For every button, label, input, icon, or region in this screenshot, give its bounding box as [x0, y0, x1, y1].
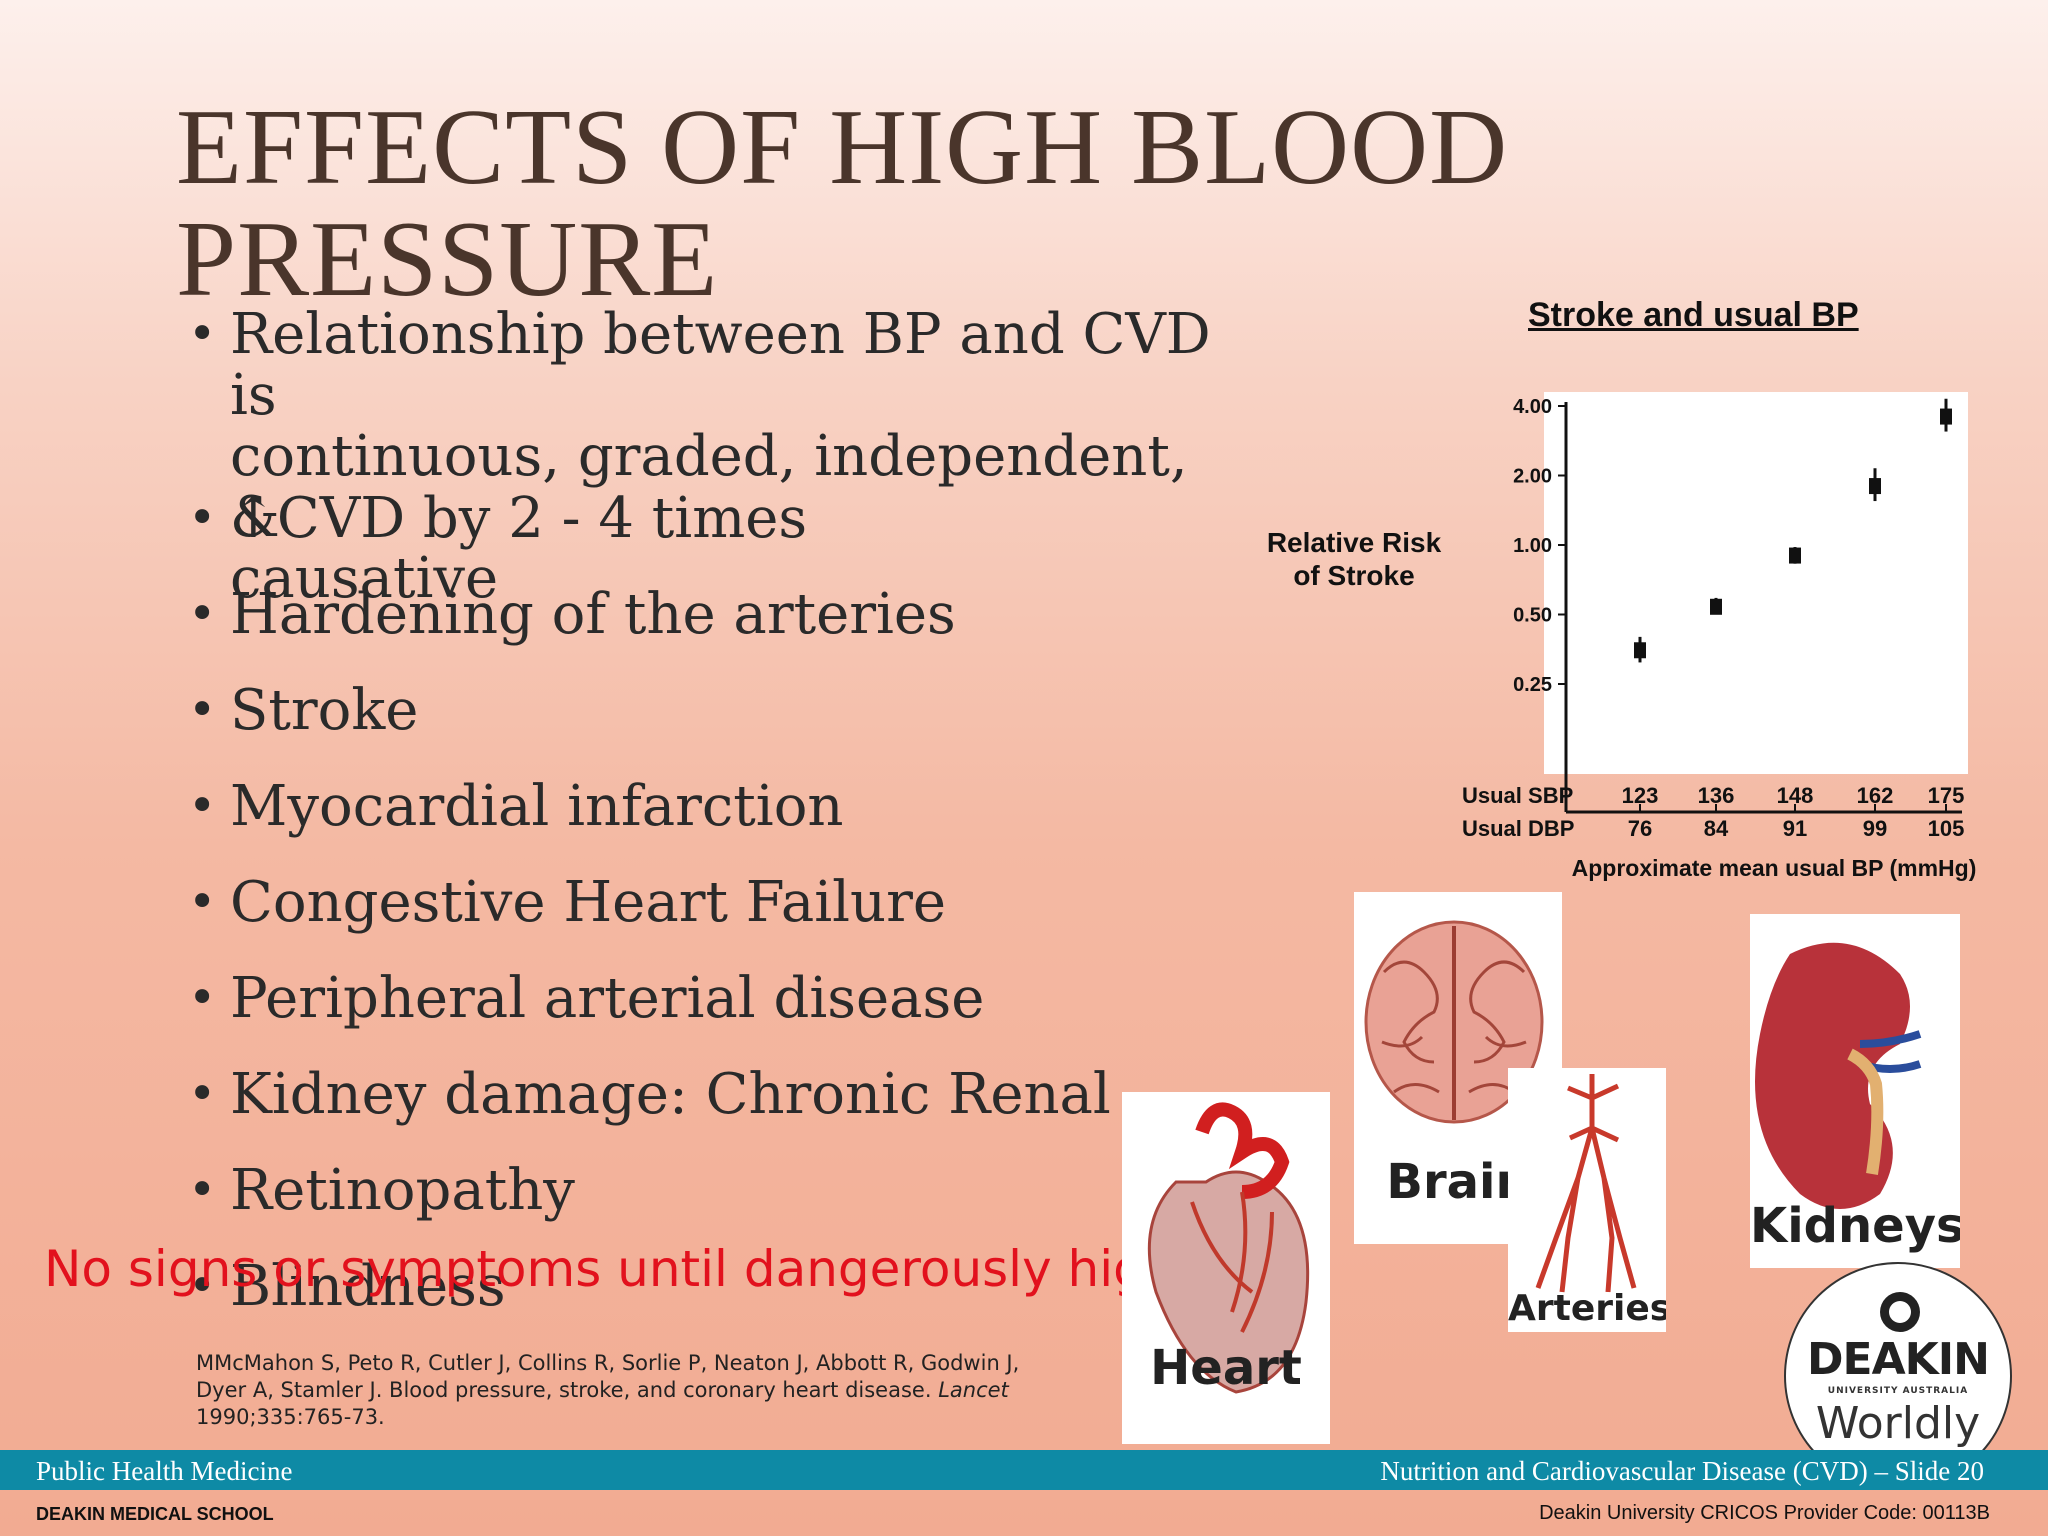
row-label-sbp: Usual SBP	[1462, 783, 1573, 808]
footer-bar: Public Health Medicine Nutrition and Car…	[0, 1450, 2048, 1490]
citation-text: MMcMahon S, Peto R, Cutler J, Collins R,…	[196, 1351, 1020, 1402]
sbp-value: 148	[1777, 783, 1814, 808]
footer-slide-info: Nutrition and Cardiovascular Disease (CV…	[1380, 1456, 1984, 1486]
arteries-label: Arteries	[1508, 1288, 1666, 1329]
bullet-text: Retinopathy	[230, 1158, 575, 1223]
bullet-text: Blindness	[230, 1254, 506, 1319]
bullet-dot: •	[188, 1162, 217, 1218]
citation-tail: 1990;335:765-73.	[196, 1405, 385, 1429]
bullet-item: • Stroke	[188, 680, 1248, 741]
chart-ylabel: Relative Risk of Stroke	[1266, 527, 1442, 591]
bullet-item: •Kidney damage: Chronic Renal Failure	[188, 1064, 1308, 1128]
sbp-value: 162	[1857, 783, 1894, 808]
chart-title: Stroke and usual BP	[1528, 296, 1859, 334]
heart-label: Heart	[1150, 1340, 1302, 1396]
citation: MMcMahon S, Peto R, Cutler J, Collins R,…	[196, 1350, 1056, 1431]
chart-panel	[1544, 392, 1968, 774]
bullet-text: Stroke	[230, 678, 419, 743]
dbp-value: 76	[1628, 816, 1652, 841]
bullet-dot: •	[188, 778, 217, 834]
logo-name: DEAKIN	[1807, 1334, 1990, 1385]
bullet-text: Congestive Heart Failure	[230, 870, 947, 935]
bullet-text: Peripheral arterial disease	[230, 966, 985, 1031]
bullet-dot: •	[188, 1066, 217, 1122]
kidneys-card: Kidneys	[1750, 914, 1960, 1268]
dbp-value: 105	[1928, 816, 1965, 841]
arteries-icon	[1535, 1074, 1637, 1293]
kidney-icon	[1755, 942, 1922, 1209]
warning-text: No signs or symptoms until dangerously h…	[44, 1240, 1177, 1298]
bullet-item: • Myocardial infarction	[188, 776, 1248, 837]
bullet-dot: •	[188, 306, 217, 362]
bullet-text: Relationship between BP and CVD is conti…	[230, 302, 1211, 611]
brain-label: Brain	[1386, 1154, 1530, 1210]
deakin-crest-icon	[1880, 1292, 1920, 1332]
arteries-card: Arteries	[1508, 1068, 1666, 1332]
footer-left-text: Public Health Medicine	[36, 1456, 293, 1486]
row-label-dbp: Usual DBP	[1462, 816, 1574, 841]
bullet-item: • Relationship between BP and CVD is cont…	[188, 304, 1248, 609]
kidneys-label: Kidneys	[1750, 1198, 1960, 1254]
bullet-text: Hardening of the arteries	[230, 582, 956, 647]
bullet-item: • Peripheral arterial disease	[188, 968, 1248, 1029]
slide-title: EFFECTS OF HIGH BLOOD PRESSURE	[176, 88, 1509, 319]
chart-xlabel: Approximate mean usual BP (mmHg)	[1572, 855, 1977, 881]
sbp-value: 175	[1928, 783, 1965, 808]
school-name: DEAKIN MEDICAL SCHOOL	[36, 1504, 274, 1524]
bullet-dot: •	[188, 586, 217, 642]
sbp-value: 136	[1698, 783, 1735, 808]
bullet-dot: •	[188, 874, 217, 930]
brain-icon	[1364, 920, 1544, 1124]
sbp-value: 123	[1622, 783, 1659, 808]
dbp-value: 84	[1704, 816, 1729, 841]
logo-tagline: Worldly	[1815, 1398, 1981, 1449]
bullet-item: • Blindness	[188, 1256, 1248, 1317]
heart-icon	[1147, 1102, 1310, 1394]
bullet-item: • ↑CVD by 2 - 4 times	[188, 488, 1248, 549]
bullet-text: Kidney damage: Chronic Renal Failure	[230, 1064, 1111, 1128]
dbp-value: 91	[1783, 816, 1807, 841]
bullet-text: Myocardial infarction	[230, 774, 844, 839]
bullet-item: • Hardening of the arteries	[188, 584, 1248, 645]
bullet-dot: •	[188, 490, 217, 546]
bullet-dot: •	[188, 970, 217, 1026]
dbp-value: 99	[1863, 816, 1887, 841]
citation-journal: Lancet	[938, 1378, 1009, 1402]
cricos-code: Deakin University CRICOS Provider Code: …	[1539, 1502, 1990, 1524]
logo-subtitle: UNIVERSITY AUSTRALIA	[1827, 1386, 1969, 1396]
bullet-text: ↑CVD by 2 - 4 times	[230, 486, 808, 551]
bullet-item: • Retinopathy	[188, 1160, 1248, 1221]
bullet-dot: •	[188, 682, 217, 738]
bullet-dot: •	[188, 1258, 217, 1314]
bullet-item: • Congestive Heart Failure	[188, 872, 1248, 933]
heart-card: Heart	[1122, 1092, 1330, 1444]
